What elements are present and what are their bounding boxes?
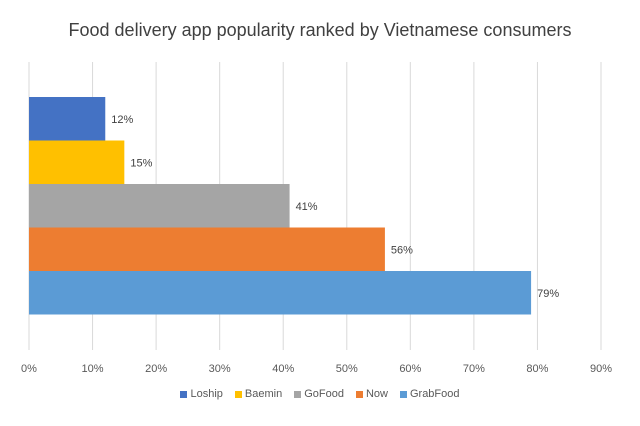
x-tick-label: 30%: [209, 363, 231, 375]
legend: Loship Baemin GoFood Now GrabFood: [0, 388, 640, 400]
legend-label: Loship: [190, 388, 223, 400]
bar-gofood: [29, 184, 290, 228]
x-tick-label: 10%: [82, 363, 104, 375]
bar-now: [29, 227, 385, 271]
legend-item: GrabFood: [399, 388, 460, 400]
x-tick-label: 20%: [145, 363, 167, 375]
legend-swatch: [180, 390, 188, 398]
legend-label: GoFood: [304, 388, 344, 400]
legend-swatch: [399, 390, 407, 398]
x-tick-label: 0%: [21, 363, 37, 375]
bar-baemin: [29, 140, 125, 184]
data-label: 79%: [537, 288, 559, 300]
x-tick-label: 90%: [590, 363, 612, 375]
data-label: 56%: [391, 244, 413, 256]
legend-item: Loship: [180, 388, 223, 400]
x-tick-label: 80%: [526, 363, 548, 375]
legend-item: GoFood: [294, 388, 344, 400]
data-label: 12%: [111, 114, 133, 126]
x-tick-label: 50%: [336, 363, 358, 375]
data-label: 41%: [296, 201, 318, 213]
bar-loship: [29, 97, 106, 141]
x-tick-label: 70%: [463, 363, 485, 375]
legend-label: Now: [365, 388, 388, 400]
legend-swatch: [355, 390, 363, 398]
legend-label: Baemin: [244, 388, 283, 400]
legend-swatch: [294, 390, 302, 398]
bar-grabfood: [29, 271, 532, 315]
x-tick-label: 40%: [272, 363, 294, 375]
data-label: 15%: [130, 157, 152, 169]
legend-item: Baemin: [234, 388, 283, 400]
legend-item: Now: [355, 388, 388, 400]
legend-label: GrabFood: [409, 388, 460, 400]
x-tick-label: 60%: [399, 363, 421, 375]
chart-title: Food delivery app popularity ranked by V…: [68, 20, 572, 40]
legend-swatch: [234, 390, 242, 398]
